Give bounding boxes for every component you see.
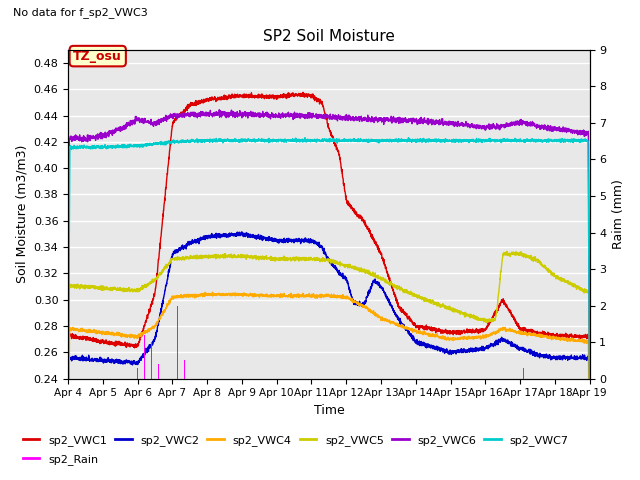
sp2_VWC5 xyxy=(155,272,163,278)
Line: sp2_VWC1: sp2_VWC1 xyxy=(68,92,589,480)
sp2_VWC2 xyxy=(287,236,295,242)
Text: TZ_osu: TZ_osu xyxy=(74,49,122,62)
sp2_VWC6 xyxy=(287,114,295,120)
sp2_VWC4 xyxy=(124,333,131,339)
sp2_VWC4 xyxy=(520,331,527,336)
Line: sp2_VWC6: sp2_VWC6 xyxy=(68,110,589,396)
sp2_VWC2 xyxy=(264,234,272,240)
sp2_VWC6 xyxy=(64,394,72,399)
sp2_VWC7 xyxy=(264,136,272,142)
sp2_VWC6 xyxy=(520,119,527,125)
Line: sp2_VWC4: sp2_VWC4 xyxy=(68,292,589,480)
sp2_VWC7 xyxy=(575,139,583,144)
Line: sp2_VWC2: sp2_VWC2 xyxy=(68,232,589,480)
sp2_VWC2 xyxy=(575,355,583,360)
sp2_VWC4 xyxy=(575,338,583,344)
sp2_VWC6 xyxy=(155,120,163,125)
Legend: sp2_Rain: sp2_Rain xyxy=(19,450,103,469)
sp2_VWC5 xyxy=(520,252,527,258)
sp2_VWC2 xyxy=(155,319,163,325)
X-axis label: Time: Time xyxy=(314,404,344,417)
sp2_VWC6 xyxy=(575,128,583,134)
sp2_VWC5 xyxy=(586,457,593,463)
Legend: sp2_VWC1, sp2_VWC2, sp2_VWC4, sp2_VWC5, sp2_VWC6, sp2_VWC7: sp2_VWC1, sp2_VWC2, sp2_VWC4, sp2_VWC5, … xyxy=(19,431,573,450)
Line: sp2_VWC7: sp2_VWC7 xyxy=(68,138,589,419)
sp2_VWC5 xyxy=(575,285,583,291)
sp2_VWC6 xyxy=(264,111,272,117)
sp2_VWC2 xyxy=(234,229,241,235)
sp2_VWC7 xyxy=(155,141,163,147)
sp2_VWC7 xyxy=(520,138,527,144)
sp2_VWC6 xyxy=(124,122,131,128)
sp2_VWC7 xyxy=(124,142,131,148)
sp2_VWC7 xyxy=(301,135,309,141)
sp2_VWC6 xyxy=(216,107,223,113)
sp2_VWC7 xyxy=(586,387,593,393)
sp2_VWC5 xyxy=(503,249,511,254)
sp2_VWC4 xyxy=(264,293,272,299)
sp2_VWC2 xyxy=(520,348,527,353)
sp2_VWC5 xyxy=(287,255,294,261)
sp2_VWC1 xyxy=(124,343,131,348)
Y-axis label: Raim (mm): Raim (mm) xyxy=(612,180,625,249)
sp2_VWC4 xyxy=(155,316,163,322)
sp2_VWC1 xyxy=(287,92,294,98)
sp2_VWC6 xyxy=(586,393,593,399)
sp2_VWC1 xyxy=(300,89,307,95)
Title: SP2 Soil Moisture: SP2 Soil Moisture xyxy=(263,29,395,44)
sp2_VWC1 xyxy=(264,94,272,100)
sp2_VWC7 xyxy=(64,416,72,422)
sp2_VWC4 xyxy=(209,289,216,295)
sp2_VWC4 xyxy=(287,293,295,299)
Line: sp2_VWC5: sp2_VWC5 xyxy=(68,252,589,480)
sp2_VWC5 xyxy=(124,287,131,292)
sp2_VWC1 xyxy=(520,328,527,334)
Y-axis label: Soil Moisture (m3/m3): Soil Moisture (m3/m3) xyxy=(15,145,28,283)
sp2_VWC1 xyxy=(575,335,583,341)
sp2_VWC5 xyxy=(264,255,272,261)
sp2_VWC7 xyxy=(287,137,294,143)
sp2_VWC1 xyxy=(155,257,163,263)
Text: No data for f_sp2_VWC3: No data for f_sp2_VWC3 xyxy=(13,7,148,18)
sp2_VWC2 xyxy=(124,360,131,365)
